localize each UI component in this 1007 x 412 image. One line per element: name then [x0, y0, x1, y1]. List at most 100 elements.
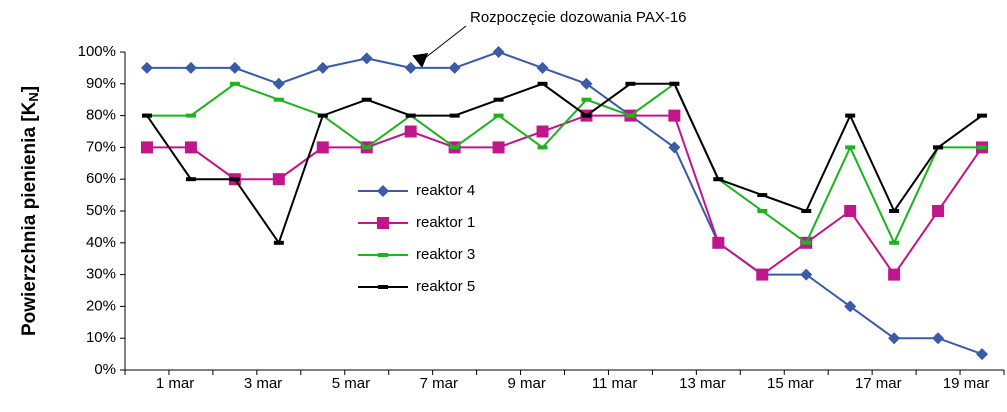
series-line: [146, 82, 983, 246]
marker: [845, 113, 856, 118]
marker: [668, 109, 681, 122]
marker: [580, 77, 593, 90]
marker: [756, 268, 769, 281]
marker: [272, 77, 285, 90]
marker: [625, 81, 636, 86]
marker: [844, 205, 857, 217]
x-tick-label: 3 mar: [244, 375, 282, 392]
marker: [378, 253, 388, 257]
marker: [273, 97, 284, 102]
marker: [361, 145, 372, 150]
y-label-text: Powierzchnia pienienia [K: [19, 101, 40, 336]
marker: [405, 113, 416, 118]
marker: [625, 113, 636, 118]
marker: [493, 113, 504, 118]
marker: [229, 81, 240, 86]
y-tick-label: 70%: [86, 138, 116, 155]
marker: [933, 145, 944, 150]
y-tick-label: 50%: [86, 202, 116, 219]
marker: [581, 97, 592, 102]
marker: [537, 145, 548, 150]
marker: [536, 125, 549, 138]
marker: [185, 177, 196, 182]
marker: [713, 177, 724, 182]
marker: [377, 185, 389, 197]
marker: [801, 209, 812, 213]
y-label-suffix: ]: [19, 86, 40, 92]
marker: [536, 61, 549, 74]
marker: [449, 145, 460, 150]
x-tick-label: 19 mar: [943, 375, 990, 392]
marker: [757, 193, 768, 198]
x-tick-label: 1 mar: [156, 375, 194, 392]
marker: [712, 236, 725, 249]
marker: [668, 141, 681, 154]
marker: [801, 240, 812, 245]
series-line: [146, 82, 983, 245]
marker: [976, 348, 989, 361]
marker: [844, 300, 857, 313]
y-label-subscript: N: [26, 92, 41, 101]
marker: [316, 141, 329, 154]
marker: [888, 332, 901, 345]
x-tick-label: 9 mar: [508, 375, 546, 392]
marker: [184, 141, 197, 154]
marker: [889, 240, 900, 245]
x-tick-label: 13 mar: [679, 375, 726, 392]
marker: [273, 240, 284, 245]
y-axis-label: Powierzchnia pienienia [KN]: [19, 86, 41, 336]
x-tick-label: 7 mar: [420, 375, 458, 392]
marker: [581, 113, 592, 118]
legend-label: reaktor 3: [416, 246, 475, 263]
marker: [492, 141, 505, 154]
annotation: Rozpoczęcie dozowania PAX-16: [470, 9, 687, 26]
annotation-arrow: [424, 25, 467, 59]
x-tick-label: 17 mar: [855, 375, 902, 392]
x-tick-label: 15 mar: [767, 375, 814, 392]
y-tick-label: 0%: [94, 361, 116, 378]
marker: [669, 81, 680, 86]
marker: [977, 113, 988, 118]
marker: [448, 61, 461, 74]
y-tick-label: 10%: [86, 329, 116, 346]
marker: [493, 97, 504, 102]
marker: [361, 97, 372, 102]
marker: [140, 61, 153, 74]
x-tick-label: 5 mar: [332, 375, 370, 392]
marker: [757, 209, 768, 213]
legend-label: reaktor 4: [416, 182, 475, 199]
marker: [272, 173, 285, 186]
marker: [184, 61, 197, 74]
marker: [932, 332, 945, 345]
marker: [185, 113, 196, 118]
marker: [537, 81, 548, 86]
legend-label: reaktor 5: [416, 278, 475, 295]
marker: [377, 217, 389, 229]
marker: [932, 205, 945, 217]
x-tick-label: 11 mar: [592, 375, 638, 392]
marker: [800, 268, 813, 281]
series-line: [146, 114, 983, 277]
marker: [404, 61, 417, 74]
y-tick-label: 20%: [86, 297, 116, 314]
legend-label: reaktor 1: [416, 214, 475, 231]
marker: [229, 177, 240, 182]
marker: [449, 113, 460, 118]
y-tick-label: 90%: [86, 75, 116, 92]
y-tick-label: 100%: [78, 43, 116, 60]
marker: [141, 113, 152, 118]
marker: [140, 141, 153, 154]
marker: [889, 209, 900, 213]
y-tick-label: 60%: [86, 170, 116, 187]
marker: [360, 52, 373, 65]
marker: [492, 46, 505, 58]
marker: [404, 125, 417, 138]
marker: [316, 61, 329, 74]
series-line: [146, 50, 983, 356]
marker: [845, 145, 856, 150]
y-tick-label: 30%: [86, 266, 116, 283]
marker: [317, 113, 328, 118]
marker: [228, 61, 241, 74]
marker: [888, 268, 901, 281]
